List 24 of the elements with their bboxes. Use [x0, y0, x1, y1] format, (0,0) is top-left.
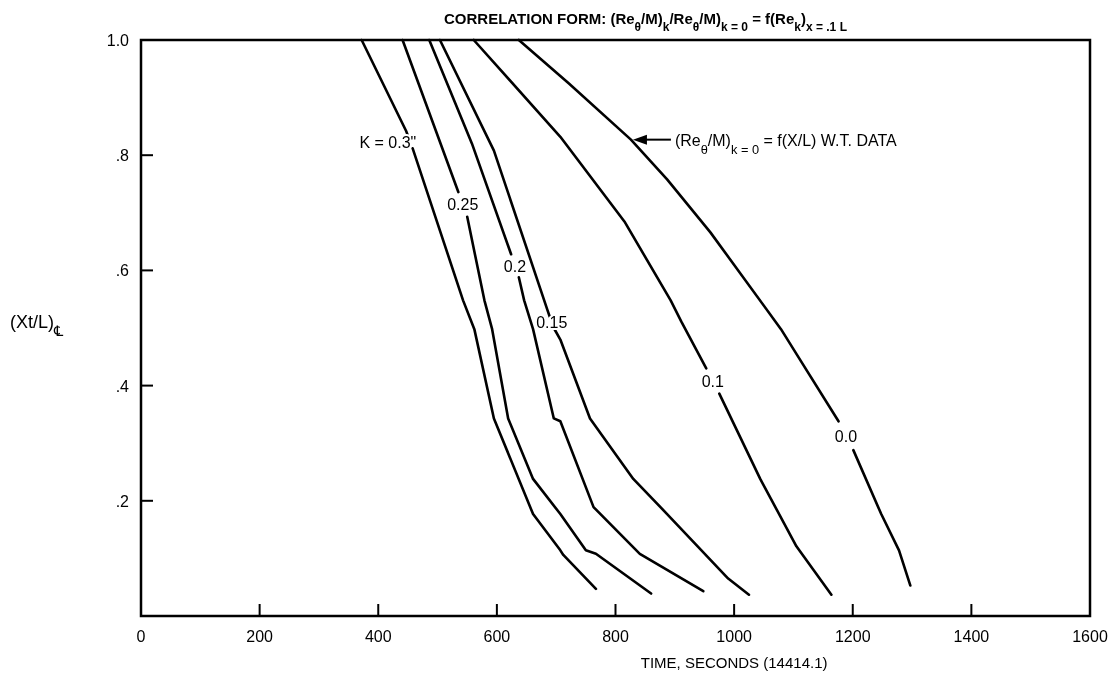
x-tick-label: 800 — [602, 628, 629, 645]
y-tick-label: .6 — [115, 262, 130, 280]
x-tick-label: 200 — [246, 628, 274, 645]
series-label: 0.2 — [503, 257, 527, 275]
series-label: 0.1 — [701, 372, 724, 390]
annotation: (Re$_{θ}$/M)$_{k = 0}$ = f(X/L) W.T. DATA — [674, 131, 898, 157]
x-tick-label: 400 — [364, 628, 392, 645]
x-tick-label: 1200 — [834, 628, 871, 645]
x-tick-label: 1400 — [953, 628, 990, 645]
x-tick-label: 1600 — [1072, 628, 1108, 645]
series-label: 0.25 — [447, 196, 479, 214]
y-tick-label: 1.0 — [106, 32, 130, 49]
series-label: K = 0.3" — [359, 133, 417, 151]
x-axis-title: TIME, SECONDS (14414.1) — [640, 654, 828, 671]
series-label: 0.0 — [834, 427, 858, 445]
y-axis-title: (Xt/L)$_{℄}$ — [10, 312, 65, 339]
chart-title: CORRELATION FORM: (Re$_{θ}$/M)$_{k}$/Re$_{θ}$/M)$_{k = 0}$ = f(Re$_{k}$)$_{x = .1 L}$ — [444, 10, 847, 34]
x-tick-label: 1000 — [716, 628, 753, 645]
x-tick-label: 0 — [136, 628, 146, 645]
x-tick-label: 600 — [483, 628, 511, 645]
y-tick-label: .4 — [115, 377, 130, 395]
series-label: 0.15 — [536, 314, 568, 332]
y-tick-label: .2 — [115, 492, 130, 510]
y-tick-label: .8 — [115, 147, 130, 165]
